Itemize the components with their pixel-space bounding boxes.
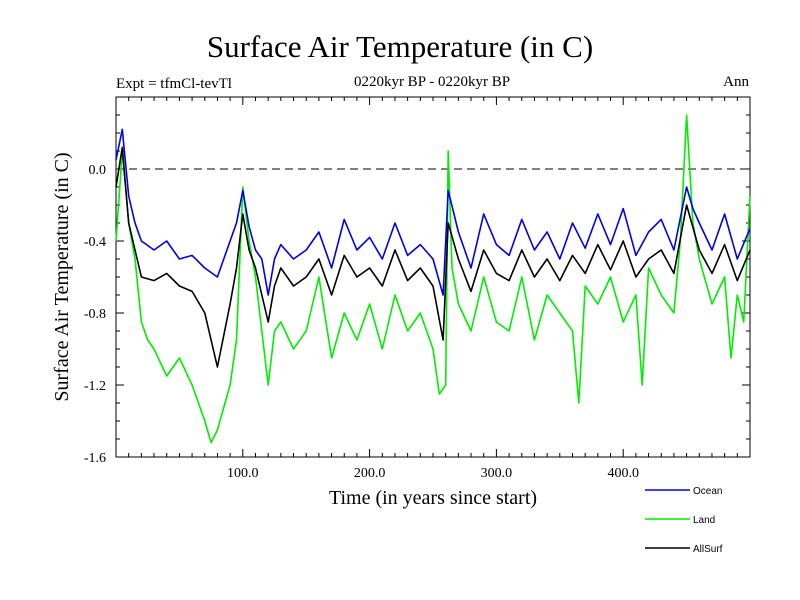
y-tick-label: 0.0 [89,163,107,178]
y-tick-label: -0.8 [84,307,106,322]
axis-ticks [116,97,750,457]
legend-label-ocean: Ocean [693,486,722,497]
x-tick-label: 200.0 [354,466,386,481]
series-layer [116,115,750,443]
series-line-land [116,115,750,443]
x-tick-labels: 100.0 200.0 300.0 400.0 [227,466,639,481]
plot-area [116,97,750,457]
y-tick-label: -0.4 [84,235,106,250]
chart-title: Surface Air Temperature (in C) [207,29,593,64]
y-axis-label: Surface Air Temperature (in C) [51,152,73,401]
chart: Surface Air Temperature (in C) Expt = tf… [0,0,800,600]
y-tick-label: -1.2 [84,379,106,394]
x-tick-label: 300.0 [481,466,513,481]
period-label: 0220kyr BP - 0220kyr BP [354,74,510,90]
plot-frame [116,97,750,457]
legend-label-land: Land [693,515,715,526]
legend: Ocean Land AllSurf [645,486,723,555]
series-line-allsurf [116,147,750,367]
x-tick-label: 100.0 [227,466,259,481]
legend-label-allsurf: AllSurf [693,544,723,555]
x-axis-label: Time (in years since start) [329,487,537,509]
y-tick-labels: 0.0 -0.4 -0.8 -1.2 -1.6 [84,163,106,466]
experiment-label: Expt = tfmCl-tevTl [116,76,232,92]
series-line-ocean [116,129,750,295]
season-label: Ann [723,74,749,90]
x-tick-label: 400.0 [607,466,639,481]
y-tick-label: -1.6 [84,451,106,466]
